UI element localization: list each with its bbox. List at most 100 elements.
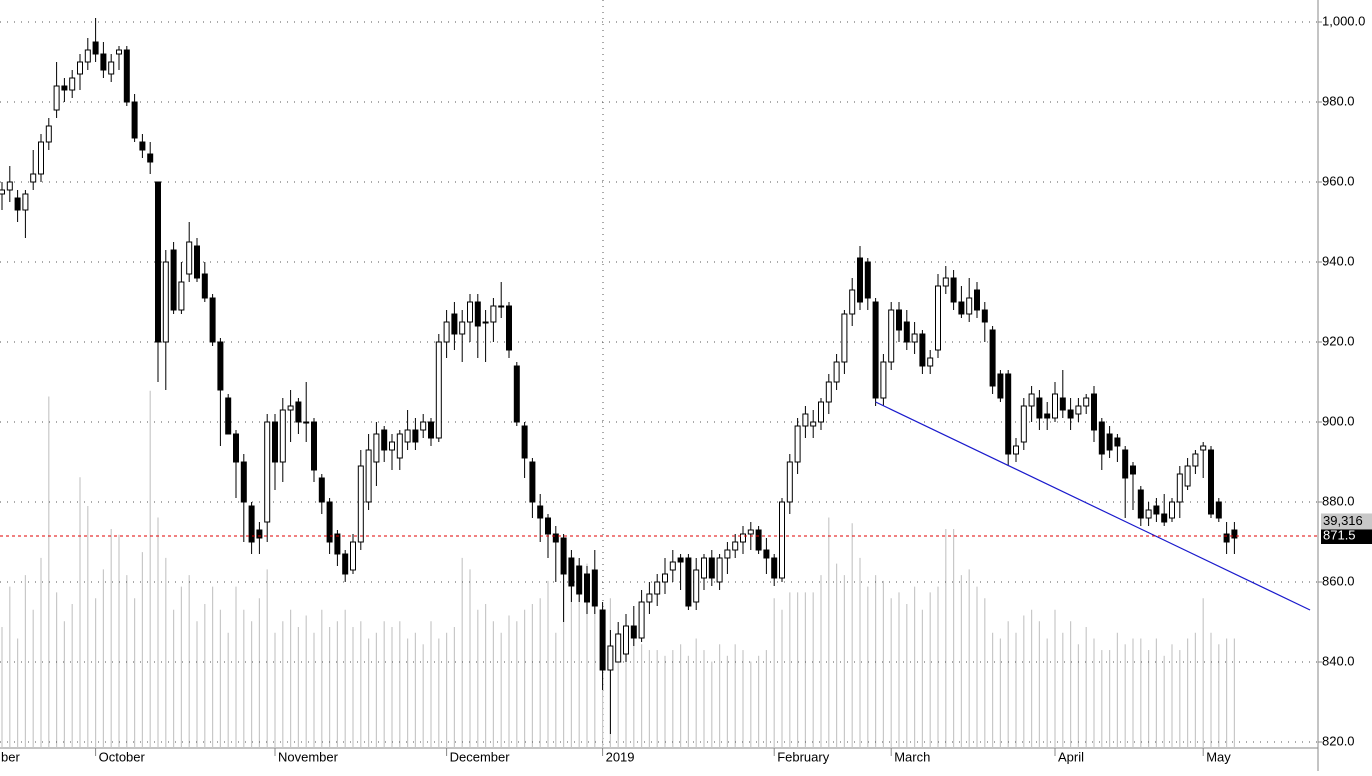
y-tick-label: 840.0 xyxy=(1322,653,1355,668)
candle-body xyxy=(1098,421,1105,455)
y-tick-label: 1,000.0 xyxy=(1322,13,1365,28)
candle-body xyxy=(155,181,161,343)
candle-body xyxy=(1036,397,1043,419)
candle-body xyxy=(209,297,216,343)
candle-body xyxy=(880,361,887,399)
candle-body xyxy=(607,645,614,671)
candle-body xyxy=(264,421,271,523)
candle-body xyxy=(1161,513,1168,523)
candle-body xyxy=(1223,533,1230,543)
y-tick-label: 860.0 xyxy=(1322,573,1355,588)
candle-body xyxy=(849,289,856,315)
candle-body xyxy=(240,461,247,503)
candle-body xyxy=(100,53,107,71)
candle-body xyxy=(1215,501,1222,519)
candle-body xyxy=(1208,449,1214,515)
candle-body xyxy=(919,333,926,367)
candle-body xyxy=(217,341,224,391)
candle-body xyxy=(186,241,193,275)
candle-body xyxy=(1005,373,1012,455)
candle-body xyxy=(677,557,684,563)
candle-body xyxy=(451,313,458,335)
x-tick-label: ber xyxy=(1,749,20,764)
candle-body xyxy=(295,401,302,423)
candle-body xyxy=(623,625,629,655)
candle-body xyxy=(53,85,60,111)
candle-body xyxy=(685,557,692,607)
x-tick-label: April xyxy=(1058,749,1084,764)
candle-body xyxy=(591,569,598,607)
candle-body xyxy=(942,277,949,287)
candle-body xyxy=(802,413,809,427)
candle-body xyxy=(1192,453,1199,467)
candle-body xyxy=(61,85,68,91)
candle-body xyxy=(630,625,637,639)
candle-body xyxy=(810,421,817,427)
y-tick-label: 980.0 xyxy=(1322,93,1355,108)
candle-body xyxy=(1130,465,1136,475)
candle-body xyxy=(443,321,450,343)
candle-body xyxy=(6,181,13,191)
candle-body xyxy=(755,529,762,551)
candle-body xyxy=(701,557,707,579)
candle-body xyxy=(435,341,442,439)
x-tick-label: October xyxy=(99,749,146,764)
candle-body xyxy=(716,557,723,583)
candle-body xyxy=(911,333,918,343)
candle-body xyxy=(0,189,5,195)
last-price-box xyxy=(1321,528,1372,544)
candle-body xyxy=(357,465,364,543)
candle-body xyxy=(45,125,52,143)
candle-body xyxy=(201,273,208,299)
candle-body xyxy=(225,397,232,435)
candle-body xyxy=(1075,405,1082,415)
candle-body xyxy=(599,609,606,671)
candle-body xyxy=(248,505,255,543)
candle-body xyxy=(576,565,583,595)
candle-body xyxy=(482,321,489,324)
candle-body xyxy=(841,313,848,363)
candle-body xyxy=(1122,449,1129,479)
candle-body xyxy=(459,321,466,335)
candle-body xyxy=(1176,473,1183,503)
candle-body xyxy=(794,425,801,463)
candle-body xyxy=(108,61,115,75)
candle-body xyxy=(256,529,263,539)
candle-body xyxy=(818,401,824,423)
candle-body xyxy=(545,517,551,535)
last-price-label: 871.5 xyxy=(1323,527,1356,542)
candle-body xyxy=(420,421,427,431)
candle-body xyxy=(779,501,785,579)
candle-body xyxy=(927,357,934,367)
candle-body xyxy=(981,309,988,323)
x-tick-label: November xyxy=(278,749,339,764)
candle-body xyxy=(1200,445,1207,451)
x-tick-label: December xyxy=(450,749,511,764)
candle-body xyxy=(724,549,731,559)
candle-body xyxy=(69,77,76,91)
candle-body xyxy=(467,301,473,323)
candle-body xyxy=(14,197,21,211)
candle-body xyxy=(139,141,146,151)
candle-body xyxy=(396,433,403,459)
candle-body xyxy=(646,593,653,603)
candle-body xyxy=(498,305,505,308)
candle-body xyxy=(1184,465,1191,487)
candle-body xyxy=(365,449,372,503)
candle-body xyxy=(935,285,941,351)
y-tick-label: 900.0 xyxy=(1322,413,1355,428)
candle-body xyxy=(872,301,879,399)
candle-body xyxy=(529,461,536,503)
candle-body xyxy=(428,421,434,439)
candle-body xyxy=(1059,397,1066,411)
candle-body xyxy=(966,297,973,315)
candle-body xyxy=(77,61,83,75)
candle-body xyxy=(1231,529,1238,539)
candle-body xyxy=(381,429,388,451)
candle-body xyxy=(303,421,310,424)
last-volume-label: 39,316 xyxy=(1323,513,1363,528)
candle-body xyxy=(92,41,99,55)
y-tick-label: 820.0 xyxy=(1322,733,1355,748)
candle-body xyxy=(506,305,512,351)
